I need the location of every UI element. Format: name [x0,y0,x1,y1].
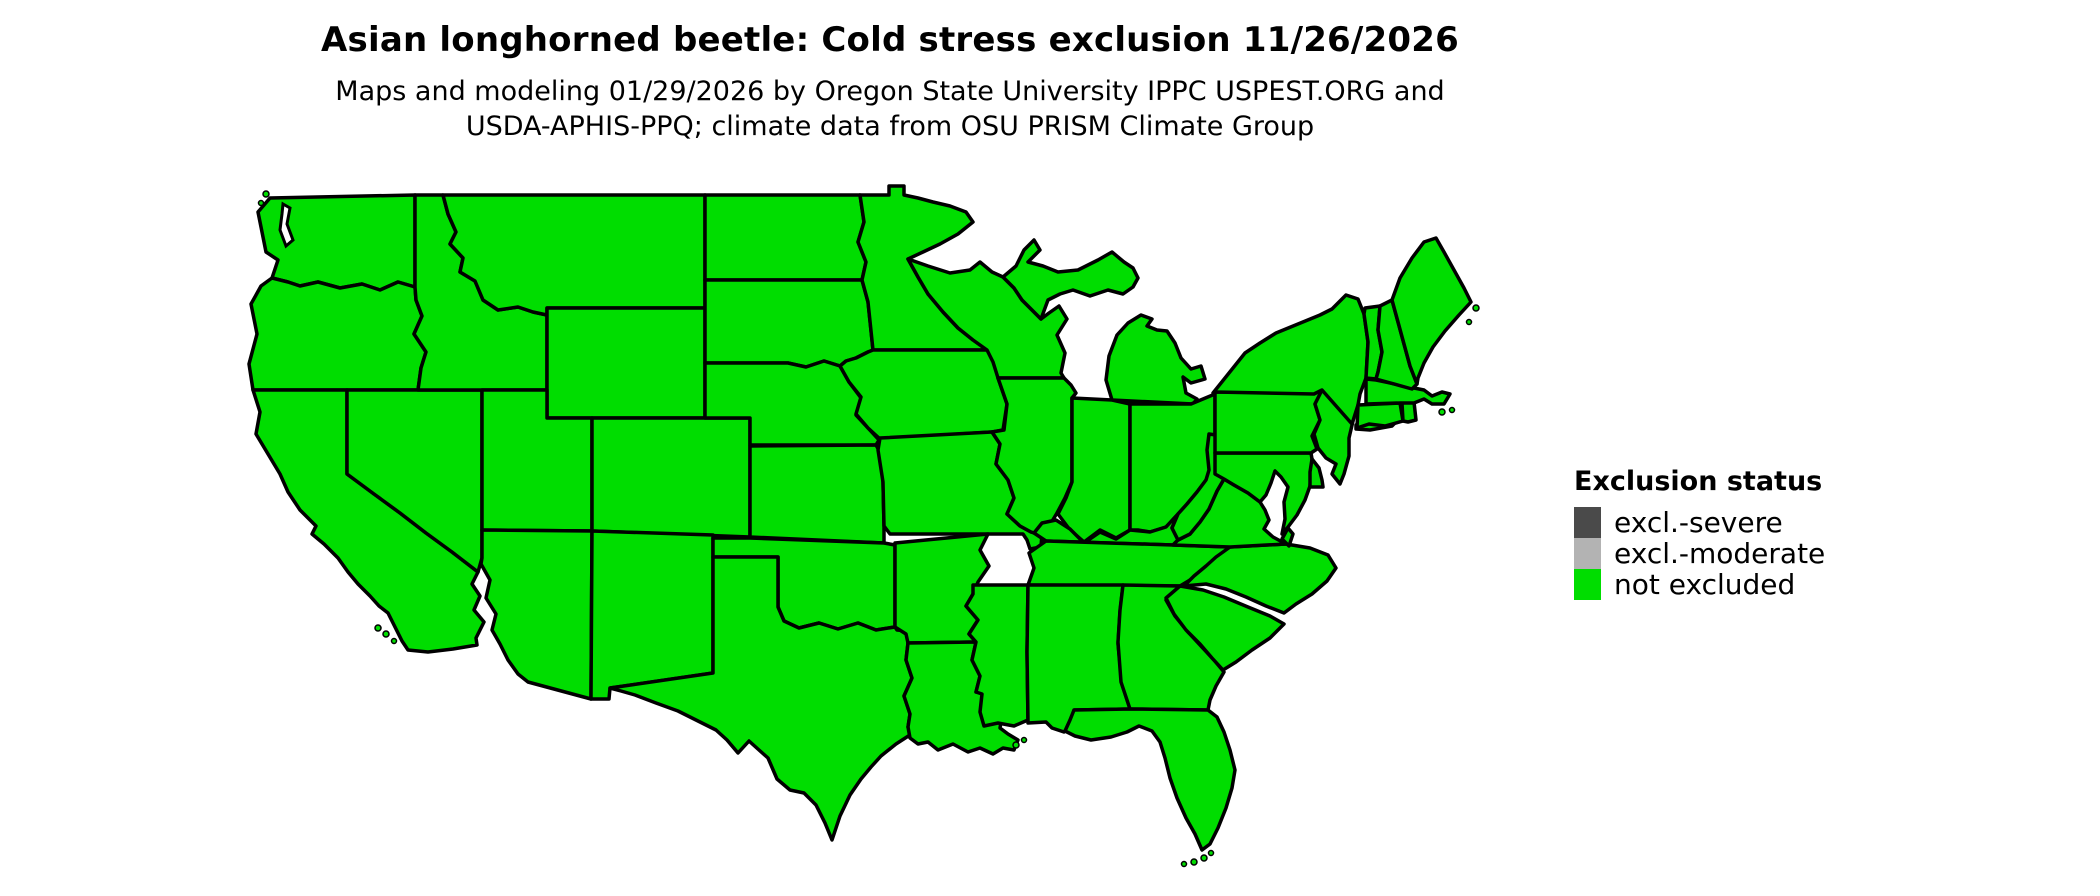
state-montana [441,193,707,317]
island-speck [1465,318,1473,326]
island-speck [1448,406,1456,414]
legend-swatch-moderate [1574,538,1601,569]
island-speck [1472,304,1480,312]
state-florida [1063,707,1237,852]
state-rhode-island [1400,400,1418,424]
state-connecticut [1355,401,1405,430]
state-michigan [1104,313,1207,406]
state-wyoming [545,306,707,420]
subtitle: Maps and modeling 01/29/2026 by Oregon S… [0,74,1780,144]
state-texas [608,555,915,842]
state-north-dakota [703,193,868,282]
state-iowa [838,348,1009,441]
island-speck [1012,741,1020,749]
island-speck [1200,854,1208,862]
legend-rows: excl.-severe excl.-moderate not excluded [1574,507,1914,600]
state-maine [1390,236,1473,386]
island-speck [1190,858,1198,866]
state-south-dakota [703,278,875,369]
state-wisconsin [906,257,1069,380]
puget-sound-inlet [278,201,295,249]
state-oregon [247,276,428,392]
legend-swatch-not-excluded [1574,569,1601,600]
island-speck [1438,408,1446,416]
island-speck [1207,849,1215,857]
page-title: Asian longhorned beetle: Cold stress exc… [321,20,1459,60]
us-map [247,184,1480,868]
island-speck [257,199,265,207]
legend-title: Exclusion status [1574,466,1823,497]
legend-label-not-excluded: not excluded [1614,568,1796,601]
state-kansas [748,443,886,545]
state-arizona [479,528,594,701]
state-colorado [590,416,752,539]
state-delaware [1308,457,1325,489]
header: Asian longhorned beetle: Cold stress exc… [0,20,1780,144]
state-north-carolina [1182,542,1338,615]
state-michigan-up [1001,238,1140,321]
island-speck [262,190,270,198]
state-new-mexico [589,529,715,701]
legend-swatch-severe [1574,507,1601,538]
subtitle-line-1: Maps and modeling 01/29/2026 by Oregon S… [335,76,1445,107]
legend-swatches [1574,507,1601,600]
state-delmarva-virginia-tip [1280,526,1295,548]
state-south-carolina [1164,584,1286,672]
island-speck [1020,736,1028,744]
island-speck [390,637,398,645]
subtitle-line-2: USDA-APHIS-PPQ; climate data from OSU PR… [465,111,1315,142]
us-map-container [228,182,1550,892]
island-speck [1180,860,1188,868]
legend-label-severe: excl.-severe [1614,506,1783,539]
legend-label-moderate: excl.-moderate [1614,537,1826,570]
legend: Exclusion status excl.-severe excl.-mode… [1574,466,1914,600]
state-pennsylvania [1213,388,1324,455]
state-maryland [1213,451,1314,536]
island-speck [382,630,390,638]
state-massachusetts [1364,377,1452,406]
island-speck [374,624,382,632]
legend-labels: excl.-severe excl.-moderate not excluded [1614,507,1825,600]
